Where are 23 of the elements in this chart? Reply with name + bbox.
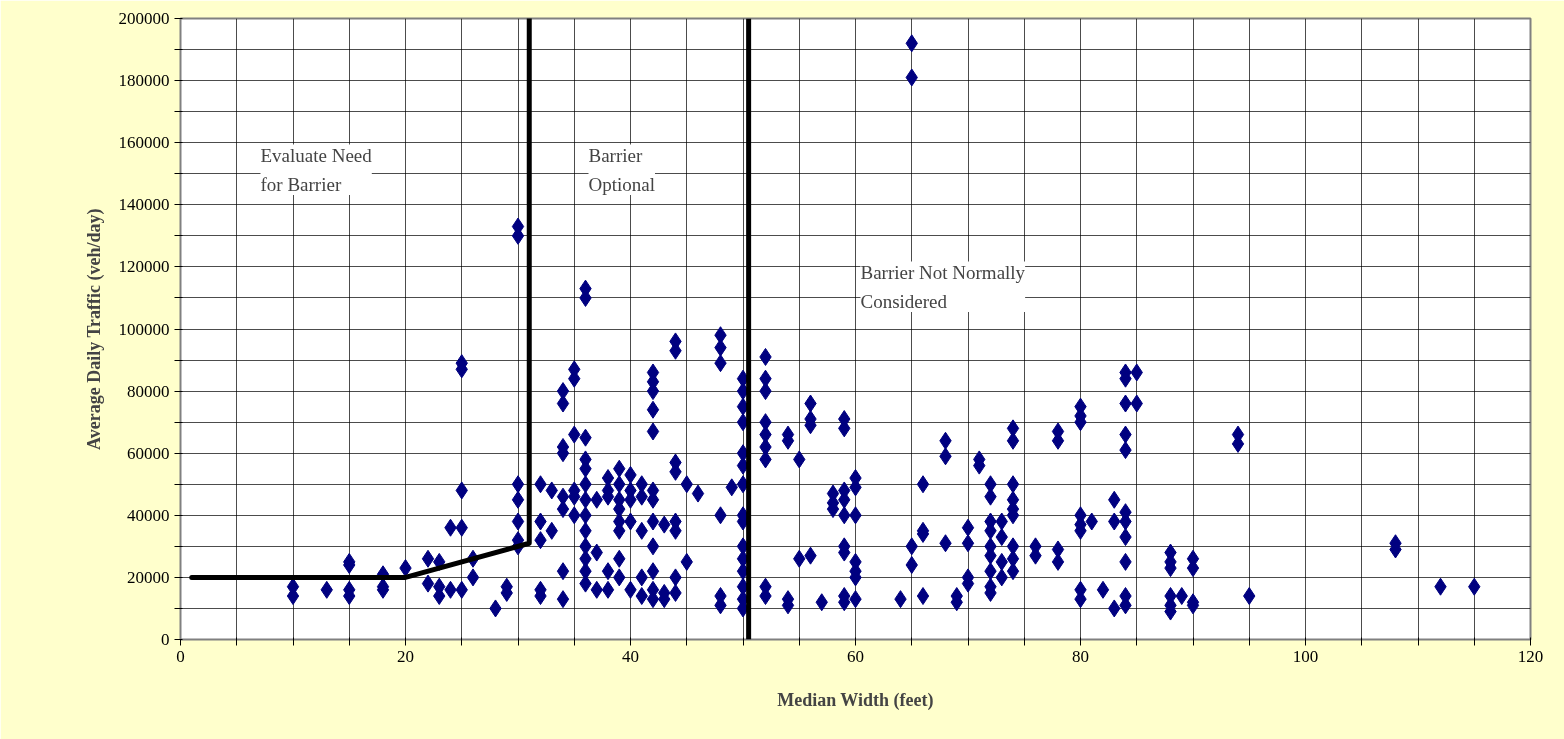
y-tick-label: 40000 [127, 505, 170, 525]
y-tick-label: 20000 [127, 567, 170, 587]
x-tick-label: 40 [622, 646, 639, 666]
annotation: Barrier Optional [588, 144, 655, 195]
y-tick-label: 0 [161, 630, 170, 649]
x-tick-label: 80 [1072, 646, 1089, 666]
y-tick-label: 100000 [118, 319, 170, 339]
x-axis-title: Median Width (feet) [777, 689, 934, 711]
y-axis-title: Average Daily Traffic (veh/day) [83, 208, 105, 450]
x-tick-label: 0 [176, 646, 185, 666]
y-tick-label: 60000 [127, 443, 170, 463]
x-tick-label: 120 [1517, 646, 1544, 666]
x-tick-label: 60 [847, 646, 864, 666]
annotation: Evaluate Need for Barrier [260, 144, 373, 195]
annotation: Barrier Not Normally Considered [860, 261, 1026, 312]
y-tick-label: 200000 [118, 9, 170, 28]
y-tick-label: 160000 [118, 133, 170, 153]
y-tick-label: 120000 [118, 257, 170, 277]
y-tick-label: 80000 [127, 381, 170, 401]
y-tick-label: 180000 [118, 71, 170, 91]
x-tick-label: 100 [1292, 646, 1319, 666]
y-tick-label: 140000 [118, 195, 170, 215]
x-tick-label: 20 [397, 646, 414, 666]
